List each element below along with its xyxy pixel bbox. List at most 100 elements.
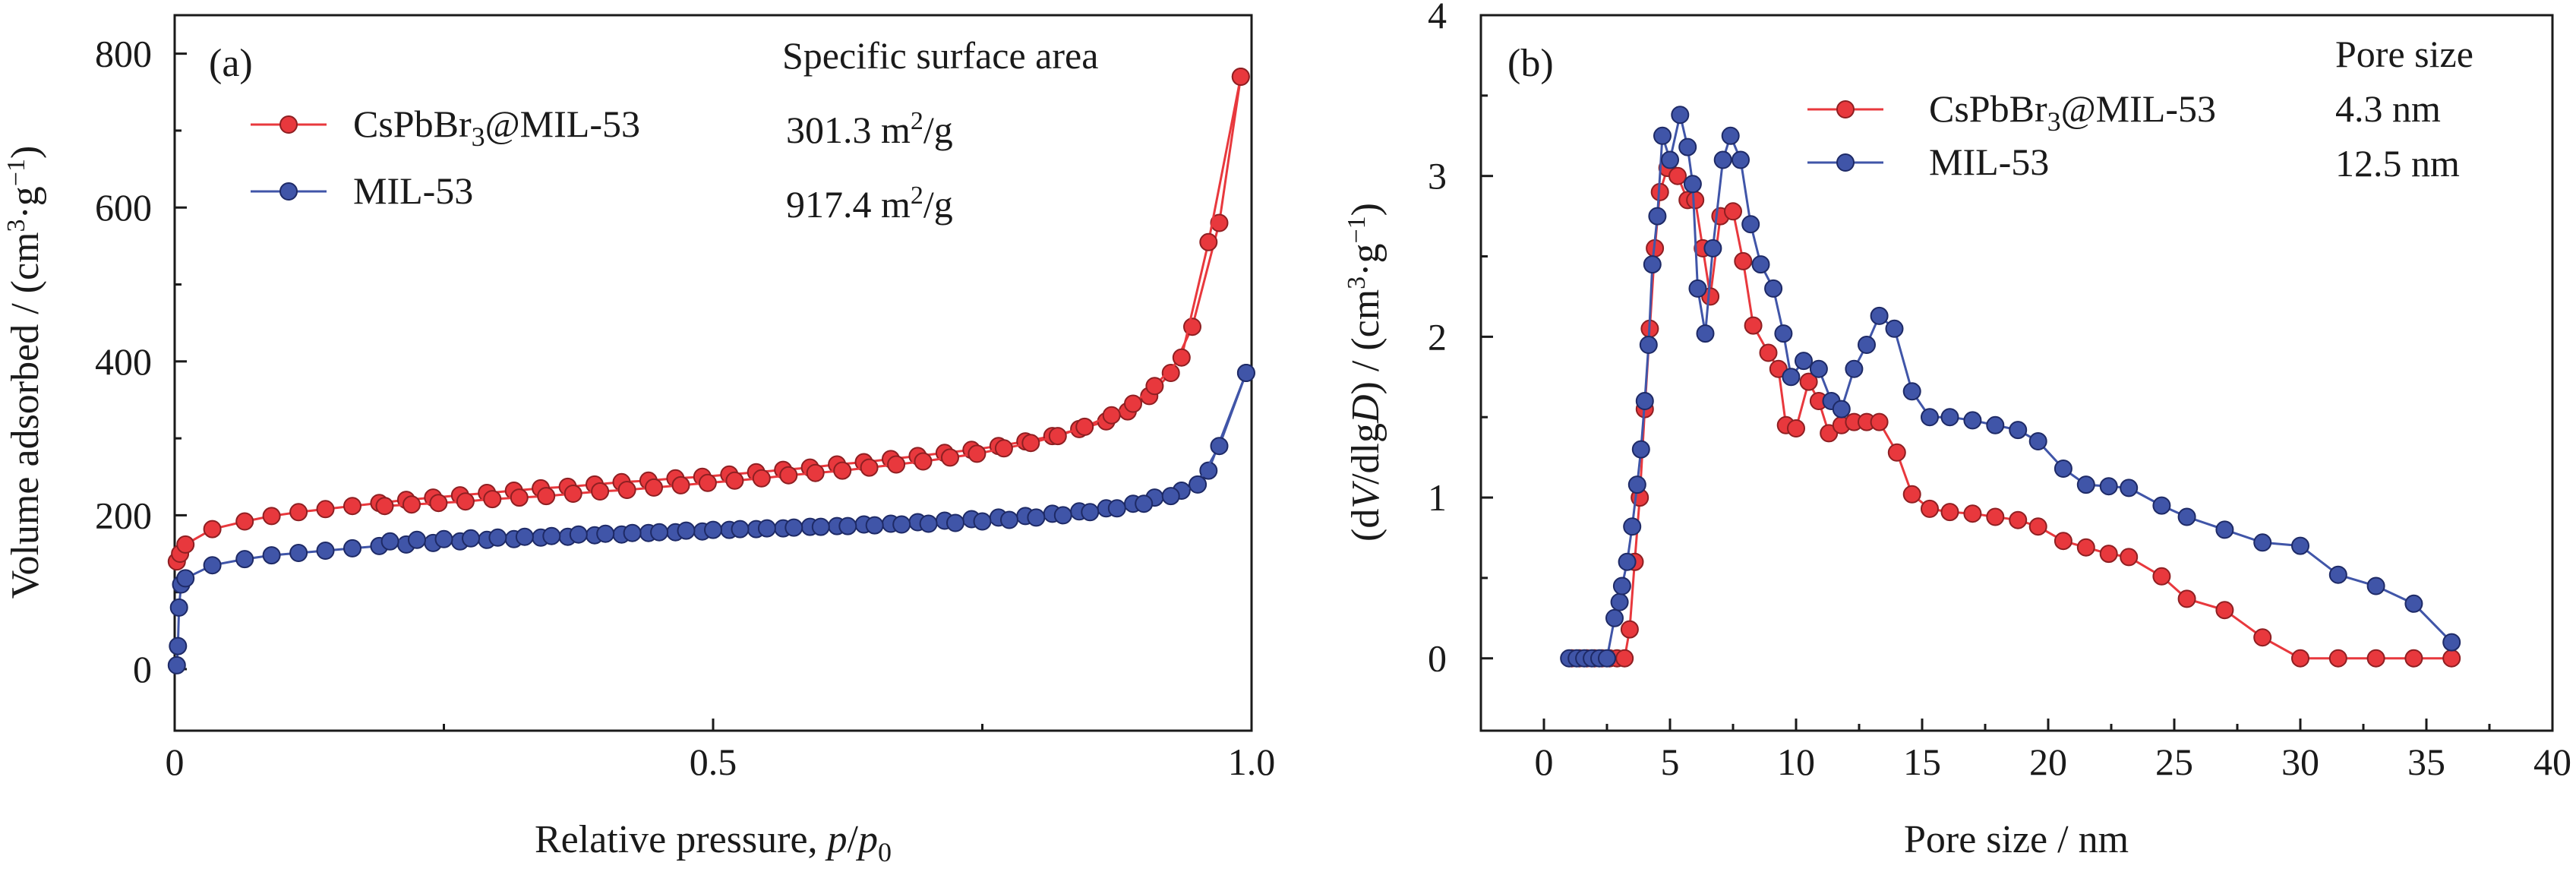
legend: CsPbBr3@MIL-53 301.3 m2/g MIL-53 917.4 m… [251,103,953,226]
x-tick-label: 0.5 [690,741,737,783]
data-point [176,535,195,554]
y-tick-label: 4 [1428,0,1447,36]
data-point [1799,372,1818,391]
data-point [914,452,933,471]
data-point [2009,510,2028,529]
data-point [671,475,690,494]
data-point [1963,411,1982,430]
data-point [1940,408,1959,427]
annotation-title: Specific surface area [782,34,1098,77]
x-tick-label: 30 [2281,741,2319,783]
data-point [2328,649,2347,668]
panel-a: 0 0.5 1.0 0 200 400 600 800 (a) Specific surfac… [2,14,1275,867]
data-point [1027,508,1046,527]
data-point [1631,440,1650,459]
data-point [1787,419,1805,438]
data-point [1107,499,1126,518]
data-point [1135,494,1154,513]
data-point [1732,150,1750,169]
x-tick-label: 20 [2029,741,2067,783]
x-tick-label: 35 [2407,741,2445,783]
data-point [1795,352,1813,371]
data-point [2099,477,2118,496]
data-point [289,544,308,562]
data-point [510,488,529,507]
series-layer [167,68,1255,674]
data-point [2291,536,2309,555]
data-point [865,516,884,535]
data-point [860,458,879,477]
data-point [1845,359,1864,378]
data-point [1661,150,1679,169]
series-cspbbr3-mil-53 [167,68,1250,571]
data-point [2366,649,2385,668]
data-point [343,539,361,558]
data-point [569,525,588,544]
data-point [1832,400,1851,419]
data-point [1940,503,1959,522]
data-point [2120,479,2139,498]
data-point [235,512,254,531]
data-point [968,444,987,463]
panel-label: (a) [209,42,253,85]
data-point [1986,507,2005,526]
data-point [1161,487,1180,506]
data-point [1145,377,1164,396]
data-point [2076,475,2095,494]
data-point [564,485,582,503]
data-point [1858,336,1876,354]
data-point [1075,417,1094,436]
data-point [2215,601,2234,620]
data-point [2442,633,2461,652]
data-point [1671,106,1690,125]
data-point [1887,443,1906,462]
data-point [434,529,453,548]
data-point [1161,364,1180,382]
data-point [2177,589,2196,608]
data-point [946,513,964,532]
tick-labels: 0 0.5 1.0 0 200 400 600 800 [95,33,1275,783]
x-tick-label: 40 [2533,741,2571,783]
data-point [1782,368,1801,387]
data-point [2404,594,2423,613]
tick-labels: 0 5 10 15 20 25 30 35 40 0 1 2 3 4 [1428,0,2571,783]
data-point [1744,316,1763,335]
legend-label-mil53: MIL-53 [1929,141,2049,183]
data-point [343,497,361,516]
data-point [2442,649,2461,668]
data-point [1612,576,1631,595]
data-point [235,550,254,569]
data-point [677,521,696,540]
y-tick-label: 2 [1428,315,1447,358]
data-point [779,466,798,485]
y-tick-label: 0 [133,648,152,690]
data-point [1598,649,1616,668]
data-point [1053,506,1072,525]
data-point [596,524,615,543]
data-point [994,439,1013,458]
data-point [892,515,911,534]
data-point [2054,460,2072,478]
annotation-title: Pore size [2335,33,2473,75]
data-point [645,478,663,497]
data-point [542,526,561,545]
data-point [1774,324,1793,343]
plot-frame [173,14,1253,732]
data-point [1986,415,2005,434]
data-point [1081,503,1100,522]
series-cspbbr3-mil-53 [1562,159,2461,668]
data-point [2152,496,2171,515]
data-point [2028,432,2047,450]
data-point [1000,510,1018,529]
data-point [698,473,717,492]
data-point [2009,421,2028,440]
data-point [806,463,825,482]
data-point [833,461,852,480]
data-point [2253,628,2272,647]
data-point [2177,507,2196,526]
data-point [1686,191,1705,210]
data-point [203,556,222,575]
data-point [1231,68,1250,86]
legend-marker-mil53 [279,182,298,201]
data-point [2099,545,2118,564]
